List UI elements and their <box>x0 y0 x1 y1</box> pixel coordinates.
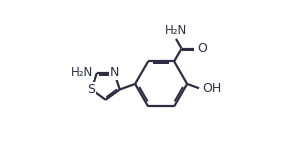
Text: O: O <box>198 42 207 55</box>
Text: H₂N: H₂N <box>165 24 187 37</box>
Text: S: S <box>88 83 96 96</box>
Text: H₂N: H₂N <box>71 66 93 79</box>
Text: OH: OH <box>202 82 221 95</box>
Text: N: N <box>110 66 119 79</box>
